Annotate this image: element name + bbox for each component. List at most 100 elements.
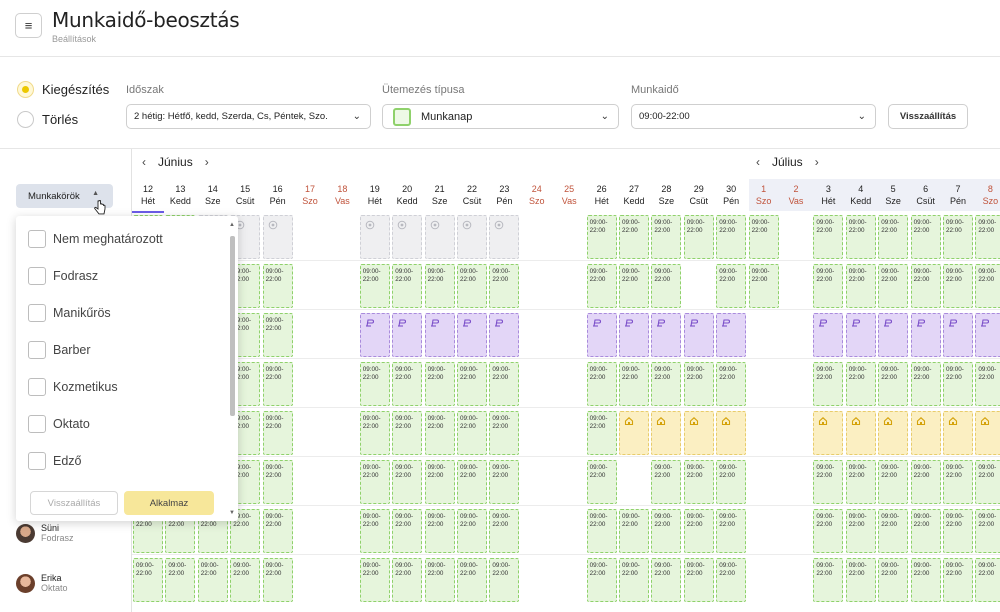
leave-cell[interactable] xyxy=(359,313,390,357)
role-option[interactable]: Barber xyxy=(28,341,91,359)
shift-cell[interactable]: 09:00- 22:00 xyxy=(619,509,649,553)
shift-cell[interactable]: 09:00- 22:00 xyxy=(683,215,714,259)
role-option[interactable]: Nem meghatározott xyxy=(28,230,163,248)
scrollbar-thumb[interactable] xyxy=(230,236,235,416)
day-off-cell[interactable] xyxy=(359,215,390,259)
day-off-cell[interactable] xyxy=(424,215,455,259)
shift-cell[interactable]: 09:00- 22:00 xyxy=(845,215,876,259)
shift-cell[interactable]: 09:00- 22:00 xyxy=(262,509,293,553)
shift-cell[interactable]: 09:00- 22:00 xyxy=(878,460,909,504)
day-header[interactable]: 30 Pén xyxy=(715,183,747,207)
shift-cell[interactable]: 09:00- 22:00 xyxy=(943,558,973,602)
leave-cell[interactable] xyxy=(489,313,520,357)
shift-cell[interactable]: 09:00- 22:00 xyxy=(619,558,649,602)
shift-cell[interactable]: 09:00- 22:00 xyxy=(424,362,455,406)
shift-cell[interactable]: 09:00- 22:00 xyxy=(716,460,747,504)
day-header[interactable]: 6 Csüt xyxy=(910,183,942,207)
day-header[interactable]: 2 Vas xyxy=(780,183,812,207)
shift-cell[interactable]: 09:00- 22:00 xyxy=(943,509,973,553)
shift-cell[interactable]: 09:00- 22:00 xyxy=(392,558,423,602)
day-header[interactable]: 22 Csüt xyxy=(456,183,488,207)
shift-cell[interactable]: 09:00- 22:00 xyxy=(943,264,973,308)
role-option[interactable]: Kozmetikus xyxy=(28,378,118,396)
shift-cell[interactable]: 09:00- 22:00 xyxy=(910,215,941,259)
day-header[interactable]: 15 Csüt xyxy=(229,183,261,207)
shift-cell[interactable]: 09:00- 22:00 xyxy=(424,264,455,308)
shift-cell[interactable]: 09:00- 22:00 xyxy=(457,411,487,455)
home-office-cell[interactable] xyxy=(845,411,876,455)
shift-cell[interactable]: 09:00- 22:00 xyxy=(651,558,682,602)
leave-cell[interactable] xyxy=(392,313,423,357)
shift-cell[interactable]: 09:00- 22:00 xyxy=(975,264,1000,308)
day-header[interactable]: 5 Sze xyxy=(877,183,909,207)
day-header[interactable]: 21 Sze xyxy=(424,183,456,207)
shift-cell[interactable]: 09:00- 22:00 xyxy=(392,509,423,553)
leave-cell[interactable] xyxy=(424,313,455,357)
shift-cell[interactable]: 09:00- 22:00 xyxy=(392,460,423,504)
shift-cell[interactable]: 09:00- 22:00 xyxy=(197,558,228,602)
shift-cell[interactable]: 09:00- 22:00 xyxy=(975,215,1000,259)
role-option[interactable]: Oktato xyxy=(28,415,90,433)
shift-cell[interactable]: 09:00- 22:00 xyxy=(683,558,714,602)
shift-cell[interactable]: 09:00- 22:00 xyxy=(165,558,196,602)
day-header[interactable]: 19 Hét xyxy=(359,183,391,207)
shift-cell[interactable]: 09:00- 22:00 xyxy=(845,509,876,553)
day-header[interactable]: 3 Hét xyxy=(812,183,844,207)
day-header[interactable]: 26 Hét xyxy=(586,183,618,207)
shift-cell[interactable]: 09:00- 22:00 xyxy=(651,264,682,308)
shift-cell[interactable]: 09:00- 22:00 xyxy=(943,362,973,406)
checkbox[interactable] xyxy=(28,452,46,470)
shift-cell[interactable]: 09:00- 22:00 xyxy=(651,460,682,504)
shift-cell[interactable]: 09:00- 22:00 xyxy=(586,215,617,259)
shift-cell[interactable]: 09:00- 22:00 xyxy=(813,264,844,308)
leave-cell[interactable] xyxy=(878,313,909,357)
shift-cell[interactable]: 09:00- 22:00 xyxy=(262,558,293,602)
shift-cell[interactable]: 09:00- 22:00 xyxy=(262,460,293,504)
dropdown-apply-button[interactable]: Alkalmaz xyxy=(124,491,214,515)
role-option[interactable]: Edző xyxy=(28,452,82,470)
next-month-arrow[interactable]: › xyxy=(204,155,209,169)
leave-cell[interactable] xyxy=(813,313,844,357)
shift-cell[interactable]: 09:00- 22:00 xyxy=(392,264,423,308)
shift-cell[interactable]: 09:00- 22:00 xyxy=(910,460,941,504)
leave-cell[interactable] xyxy=(716,313,747,357)
shift-cell[interactable]: 09:00- 22:00 xyxy=(813,558,844,602)
shift-cell[interactable]: 09:00- 22:00 xyxy=(975,362,1000,406)
dropdown-reset-button[interactable]: Visszaállítás xyxy=(30,491,118,515)
checkbox[interactable] xyxy=(28,341,46,359)
shift-cell[interactable]: 09:00- 22:00 xyxy=(910,558,941,602)
shift-cell[interactable]: 09:00- 22:00 xyxy=(262,411,293,455)
shift-cell[interactable]: 09:00- 22:00 xyxy=(716,558,747,602)
shift-cell[interactable]: 09:00- 22:00 xyxy=(586,558,617,602)
leave-cell[interactable] xyxy=(457,313,487,357)
shift-cell[interactable]: 09:00- 22:00 xyxy=(813,362,844,406)
leave-cell[interactable] xyxy=(975,313,1000,357)
shift-cell[interactable]: 09:00- 22:00 xyxy=(392,362,423,406)
shift-cell[interactable]: 09:00- 22:00 xyxy=(489,558,520,602)
home-office-cell[interactable] xyxy=(910,411,941,455)
shift-cell[interactable]: 09:00- 22:00 xyxy=(457,460,487,504)
leave-cell[interactable] xyxy=(586,313,617,357)
shift-cell[interactable]: 09:00- 22:00 xyxy=(619,362,649,406)
shift-cell[interactable]: 09:00- 22:00 xyxy=(651,509,682,553)
shift-cell[interactable]: 09:00- 22:00 xyxy=(878,362,909,406)
leave-cell[interactable] xyxy=(651,313,682,357)
shift-cell[interactable]: 09:00- 22:00 xyxy=(683,460,714,504)
shift-cell[interactable]: 09:00- 22:00 xyxy=(683,362,714,406)
prev-month-arrow[interactable]: ‹ xyxy=(756,155,760,169)
radio-delete[interactable]: Törlés xyxy=(17,111,78,128)
prev-month-arrow[interactable]: ‹ xyxy=(142,155,146,169)
shift-cell[interactable]: 09:00- 22:00 xyxy=(359,460,390,504)
day-header[interactable]: 20 Kedd xyxy=(391,183,423,207)
shift-cell[interactable]: 09:00- 22:00 xyxy=(359,411,390,455)
role-option[interactable]: Fodrasz xyxy=(28,267,98,285)
day-off-cell[interactable] xyxy=(262,215,293,259)
day-header[interactable]: 12 Hét xyxy=(132,183,164,207)
shift-cell[interactable]: 09:00- 22:00 xyxy=(845,558,876,602)
day-header[interactable]: 23 Pén xyxy=(488,183,520,207)
shift-cell[interactable]: 09:00- 22:00 xyxy=(586,509,617,553)
shift-cell[interactable]: 09:00- 22:00 xyxy=(489,264,520,308)
shift-cell[interactable]: 09:00- 22:00 xyxy=(845,362,876,406)
work-time-select[interactable]: 09:00-22:00 ⌄ xyxy=(631,104,876,129)
leave-cell[interactable] xyxy=(910,313,941,357)
